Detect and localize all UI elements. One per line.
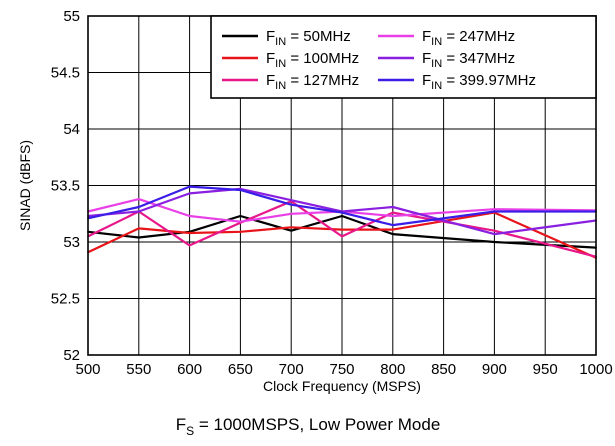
x-tick-label: 650 [228,361,253,378]
data-point [188,192,191,195]
x-tick-label: 1000 [579,361,612,378]
caption-subscript: S [186,424,194,438]
data-point [188,232,191,234]
y-tick-label: 53.5 [51,178,80,195]
y-tick-label: 52.5 [51,291,80,308]
legend-label-subscript: IN [431,58,442,70]
data-point [290,203,293,206]
data-point [137,198,140,200]
data-point [493,210,496,213]
legend-label-rest: = 127MHz [286,72,359,89]
legend-label-3: FIN = 247MHz [422,28,515,48]
x-tick-label: 750 [329,361,354,378]
legend-label-main: F [266,28,275,45]
legend-label-subscript: IN [275,58,286,70]
data-point [493,208,496,211]
caption-rest: = 1000MSPS, Low Power Mode [194,415,440,434]
legend-label-main: F [422,72,431,89]
y-tick-label: 54.5 [51,65,80,82]
data-point [290,212,293,215]
legend-label-rest: = 247MHz [442,28,515,45]
legend-label-subscript: IN [275,36,286,48]
legend-label-subscript: IN [431,80,442,92]
data-point [290,226,293,229]
y-axis-title: SINAD (dBFS) [17,140,33,231]
y-tick-label: 55 [63,8,80,25]
data-point [137,206,140,208]
data-point [239,230,242,233]
data-point [391,206,394,208]
data-point [391,224,394,226]
data-point [391,215,394,217]
y-tick-label: 52 [63,347,80,364]
legend-label-subscript: IN [275,80,286,92]
data-point [341,215,343,217]
data-point [493,233,496,235]
y-tick-label: 54 [63,121,80,138]
legend-label-rest: = 399.97MHz [442,72,536,89]
x-tick-label: 500 [75,361,100,378]
data-point [391,228,394,231]
legend-label-subscript: IN [431,36,442,48]
x-tick-label: 950 [533,361,558,378]
data-point [188,215,191,217]
data-point [391,211,394,214]
legend-label-rest: = 50MHz [286,28,351,45]
x-tick-label: 900 [482,361,507,378]
x-tick-label: 850 [431,361,456,378]
data-point [239,215,242,217]
data-point [239,220,242,223]
x-tick-label: 550 [126,361,151,378]
x-tick-labels: 500 550 600 650 700 750 800 850 900 950 1000 [75,361,612,378]
data-point [137,236,140,239]
data-point [341,211,343,214]
x-tick-label: 700 [279,361,304,378]
y-tick-label: 53 [63,234,80,251]
series-layer [87,185,597,259]
data-point [188,185,191,188]
legend-label-0: FIN = 50MHz [266,28,351,48]
data-point [391,233,394,235]
legend-label-main: F [422,50,431,67]
caption-main: F [176,415,186,434]
y-tick-labels: 52 52.5 53 53.5 54 54.5 55 [51,8,80,364]
data-point [239,189,242,191]
legend-label-main: F [266,72,275,89]
data-point [341,228,343,231]
legend-label-rest: = 347MHz [442,50,515,67]
legend-label-1: FIN = 100MHz [266,50,359,70]
data-point [493,229,496,232]
legend-label-5: FIN = 399.97MHz [422,72,536,92]
data-point [290,199,293,202]
legend-label-2: FIN = 127MHz [266,72,359,92]
legend-label-4: FIN = 347MHz [422,50,515,70]
data-point [493,241,496,243]
legend-label-rest: = 100MHz [286,50,359,67]
x-axis-title: Clock Frequency (MSPS) [263,378,421,394]
x-tick-label: 800 [380,361,405,378]
data-point [137,227,140,230]
data-point [341,235,343,238]
legend-label-main: F [422,28,431,45]
chart-caption: FS = 1000MSPS, Low Power Mode [176,415,441,438]
data-point [290,229,293,232]
data-point [137,210,140,213]
data-point [188,244,191,247]
legend-label-main: F [266,50,275,67]
x-tick-label: 600 [177,361,202,378]
